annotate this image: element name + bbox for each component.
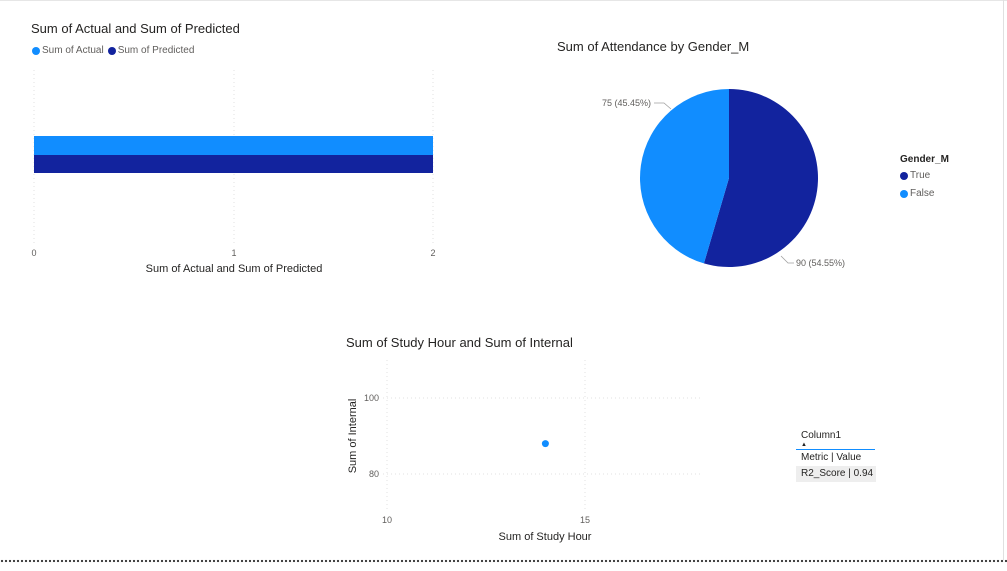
bar-sum-of-predicted[interactable] [34, 155, 433, 173]
legend-label: True [910, 170, 931, 181]
table-column-header[interactable]: Column1 [801, 430, 842, 441]
pie-data-label-true: 90 (54.55%) [796, 258, 845, 268]
legend-dot-icon [900, 189, 908, 198]
x-tick-label: 1 [231, 248, 236, 258]
legend-item-true[interactable]: True [900, 170, 949, 181]
bar-chart-visual[interactable]: Sum of Actual and Sum of Predicted Sum o… [0, 0, 480, 290]
leader-line [780, 255, 794, 264]
pie-data-label-false: 75 (45.45%) [602, 98, 651, 108]
legend-item-predicted[interactable]: Sum of Predicted [107, 45, 195, 56]
bar-chart-title: Sum of Actual and Sum of Predicted [31, 21, 240, 36]
y-axis-title: Sum of Internal [347, 399, 359, 474]
bar-sum-of-actual[interactable] [34, 136, 433, 155]
table-header-underline [796, 449, 875, 450]
bar-chart-legend[interactable]: Sum of Actual Sum of Predicted [32, 45, 198, 56]
legend-dot-icon [107, 46, 116, 55]
legend-label: Sum of Predicted [117, 45, 195, 56]
y-tick-label: 80 [369, 469, 379, 479]
legend-label: False [910, 188, 935, 199]
pie-chart-title: Sum of Attendance by Gender_M [557, 39, 750, 54]
leader-line [654, 102, 672, 110]
page-top-border [0, 0, 1007, 1]
table-row: R2_Score | 0.94 [796, 466, 876, 482]
scatter-point[interactable] [541, 440, 549, 448]
pie-slice-true[interactable] [703, 89, 819, 267]
legend-label: Sum of Actual [42, 45, 104, 56]
legend-title: Gender_M [900, 154, 949, 165]
page-right-border [1003, 0, 1004, 560]
legend-dot-icon [900, 171, 908, 180]
legend-item-actual[interactable]: Sum of Actual [32, 45, 104, 56]
x-tick-label: 10 [382, 515, 392, 525]
x-tick-label: 15 [580, 515, 590, 525]
x-tick-label: 2 [430, 248, 435, 258]
table-row: Metric | Value [801, 452, 862, 463]
x-tick-label: 0 [31, 248, 36, 258]
pie-chart-plot: 75 (45.45%) 90 (54.55%) [602, 89, 845, 268]
legend-dot-icon [32, 46, 40, 55]
scatter-chart-plot: 100 80 10 15 Sum of Study Hour Sum of In… [347, 360, 702, 543]
sort-ascending-icon[interactable]: ▲ [801, 442, 807, 448]
scatter-chart-visual[interactable]: Sum of Study Hour and Sum of Internal 10… [335, 330, 715, 550]
x-axis-title: Sum of Study Hour [499, 531, 592, 543]
scatter-chart-title: Sum of Study Hour and Sum of Internal [346, 335, 573, 350]
legend-item-false[interactable]: False [900, 188, 949, 199]
pie-chart-visual[interactable]: Sum of Attendance by Gender_M 75 (45.45%… [540, 30, 1000, 280]
y-tick-label: 100 [364, 393, 379, 403]
pie-chart-legend[interactable]: Gender_M True False [900, 154, 949, 206]
bar-chart-plot: 0 1 2 Sum of Actual and Sum of Predicted [31, 70, 436, 275]
page-bottom-dotted-border [0, 559, 1007, 563]
metrics-table-visual[interactable]: Column1 ▲ Metric | Value R2_Score | 0.94 [796, 430, 876, 482]
pie-slice-false[interactable] [640, 89, 729, 264]
x-axis-title: Sum of Actual and Sum of Predicted [146, 263, 323, 275]
